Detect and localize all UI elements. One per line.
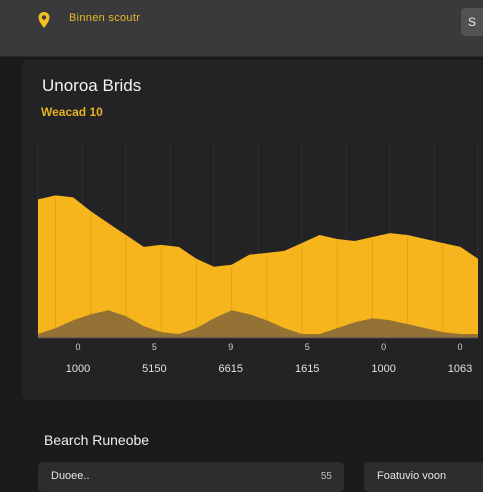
card-title: Unoroa Brids — [42, 76, 142, 95]
area-chart: 0 1000 5 5150 9 6615 5 1615 0 1000 0 1063 — [0, 130, 483, 390]
x-tick-mark: 0 — [75, 342, 80, 352]
x-tick-label: 1000 — [371, 363, 395, 375]
mini-card-label: Foatuvio voon — [377, 470, 447, 482]
area-series-0 — [38, 195, 478, 338]
x-tick-mark: 0 — [381, 342, 386, 352]
mini-card-left[interactable]: Duoee.. 55 — [38, 462, 344, 492]
area-series-1 — [38, 310, 478, 338]
mini-card-label: Duoee.. — [51, 470, 90, 482]
x-tick-mark: 5 — [305, 342, 310, 352]
app-title: Binnen scoutr — [69, 12, 141, 24]
card-subtitle: Weacad 10 — [41, 105, 103, 119]
x-tick-mark: 0 — [457, 342, 462, 352]
top-bar: Binnen scoutr S — [0, 0, 483, 57]
header-button[interactable]: S — [461, 8, 483, 36]
x-tick-mark: 9 — [228, 342, 233, 352]
x-tick-label: 1615 — [295, 363, 319, 375]
chart-svg: 0 1000 5 5150 9 6615 5 1615 0 1000 0 1063 — [37, 140, 479, 375]
x-tick-label: 1000 — [66, 363, 90, 375]
x-tick-mark: 5 — [152, 342, 157, 352]
x-tick-label: 5150 — [142, 363, 166, 375]
x-tick-label: 6615 — [219, 363, 243, 375]
mini-card-value: 55 — [320, 471, 332, 482]
section-title: Bearch Runeobe — [44, 432, 150, 448]
x-tick-label: 1063 — [448, 363, 472, 375]
mini-card-right[interactable]: Foatuvio voon — [364, 462, 483, 492]
location-pin-icon[interactable] — [37, 11, 51, 29]
